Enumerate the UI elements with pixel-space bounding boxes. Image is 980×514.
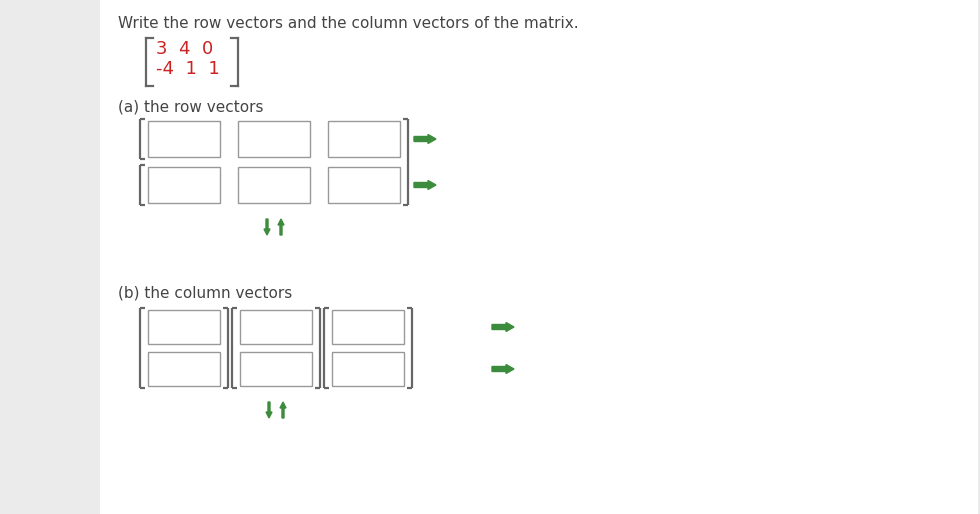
Bar [100, 0, 978, 514]
Bar [240, 310, 312, 344]
FancyArrow shape [278, 219, 284, 235]
Bar [328, 121, 400, 157]
Bar [332, 352, 404, 386]
Text: Write the row vectors and the column vectors of the matrix.: Write the row vectors and the column vec… [118, 16, 578, 31]
Bar [240, 352, 312, 386]
Bar [148, 121, 220, 157]
Bar [148, 167, 220, 203]
Bar [238, 167, 310, 203]
Bar [238, 121, 310, 157]
FancyArrow shape [266, 402, 272, 418]
FancyArrow shape [414, 135, 436, 143]
Bar [332, 310, 404, 344]
Bar [148, 310, 220, 344]
Bar [328, 167, 400, 203]
FancyArrow shape [492, 322, 514, 332]
FancyArrow shape [264, 219, 270, 235]
FancyArrow shape [414, 180, 436, 190]
FancyArrow shape [280, 402, 286, 418]
Text: -4  1  1: -4 1 1 [156, 60, 220, 78]
Text: (a) the row vectors: (a) the row vectors [118, 99, 264, 114]
FancyArrow shape [492, 364, 514, 374]
Text: 3  4  0: 3 4 0 [156, 40, 214, 58]
Bar [148, 352, 220, 386]
Text: (b) the column vectors: (b) the column vectors [118, 286, 292, 301]
